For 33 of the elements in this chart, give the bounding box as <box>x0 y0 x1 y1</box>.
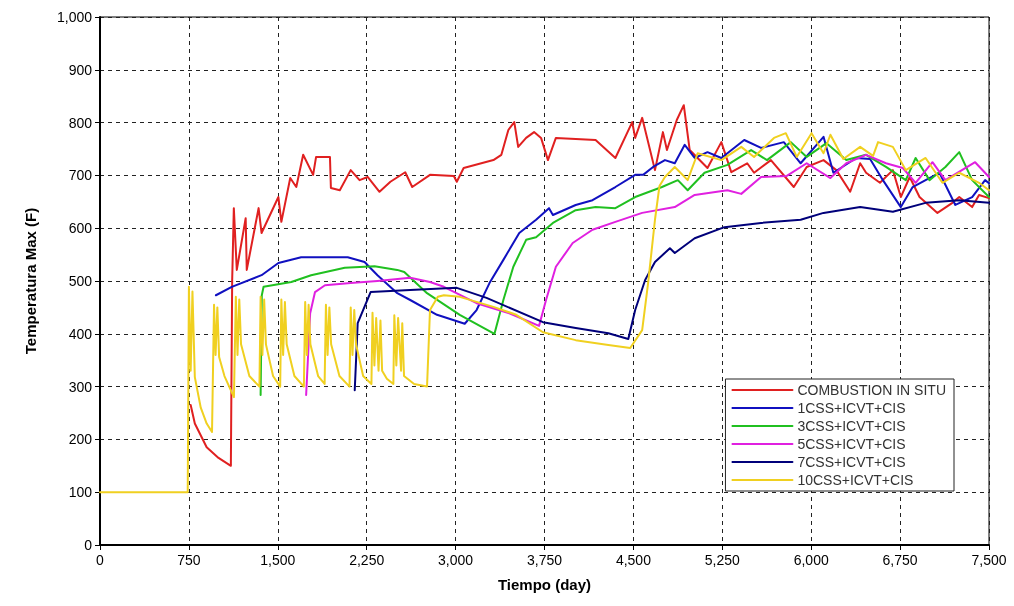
y-tick-label: 300 <box>68 378 93 395</box>
x-tick-label: 4,500 <box>615 552 652 568</box>
y-tick-label: 500 <box>68 273 93 289</box>
x-tick-label: 6,000 <box>793 552 829 568</box>
x-axis-title: Tiempo (day) <box>497 576 592 593</box>
x-tick-label: 750 <box>177 552 201 568</box>
x-tick-label: 1,500 <box>260 552 296 568</box>
y-tick-label: 900 <box>68 61 93 78</box>
legend-label: COMBUSTION IN SITU <box>797 382 946 398</box>
legend-label: 1CSS+ICVT+CIS <box>797 400 906 416</box>
line-series <box>99 132 990 494</box>
legend-label: 5CSS+ICVT+CIS <box>797 436 906 452</box>
y-tick-label: 200 <box>68 431 93 448</box>
x-tick-label: 6,750 <box>882 552 918 568</box>
y-tick-label: 100 <box>68 484 93 501</box>
y-tick-label: 700 <box>68 167 93 184</box>
x-tick-label: 2,250 <box>349 552 385 568</box>
x-tick-label: 7,500 <box>971 552 1007 568</box>
y-tick-label: 600 <box>68 220 93 237</box>
y-tick-label: 400 <box>68 325 93 342</box>
x-tick-label: 3,000 <box>438 552 474 568</box>
x-tick-label: 0 <box>96 552 105 568</box>
line-series <box>214 135 990 325</box>
legend-label: 7CSS+ICVT+CIS <box>797 454 906 470</box>
y-tick-label: 1,000 <box>56 9 93 25</box>
x-tick-label: 5,250 <box>704 552 741 568</box>
y-tick-label: 0 <box>84 537 93 553</box>
legend-label: 10CSS+ICVT+CIS <box>797 472 914 488</box>
legend-label: 3CSS+ICVT+CIS <box>797 418 906 434</box>
x-tick-label: 3,750 <box>526 552 563 568</box>
y-axis-title: Temperatura Max (F) <box>22 207 39 355</box>
line-series <box>189 104 990 467</box>
y-tick-label: 800 <box>68 114 93 131</box>
